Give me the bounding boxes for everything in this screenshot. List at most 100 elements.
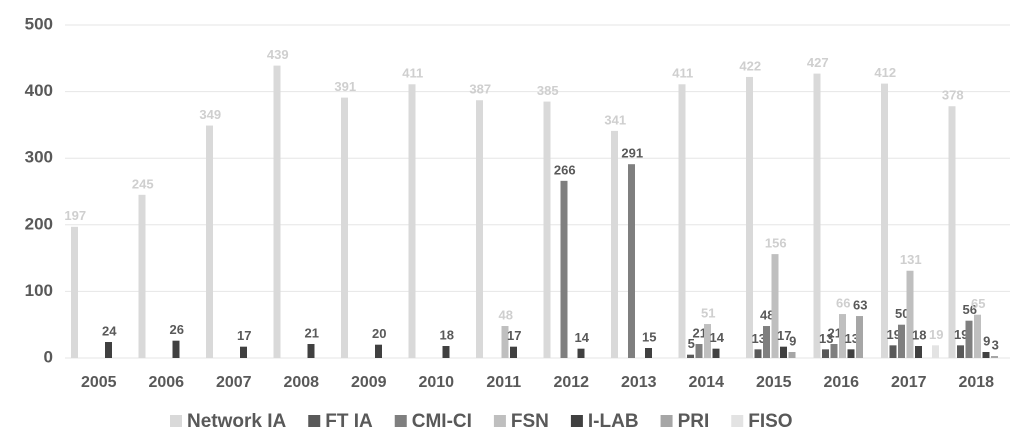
value-label: 21 — [828, 325, 842, 340]
value-label: 9 — [789, 333, 796, 348]
bar — [847, 349, 855, 358]
value-label: 65 — [971, 296, 985, 311]
bar — [307, 344, 315, 358]
bar — [754, 349, 762, 358]
legend-label: FT IA — [325, 411, 373, 432]
bar — [476, 100, 483, 359]
value-label: 48 — [499, 307, 513, 322]
bar — [991, 356, 998, 358]
value-label: 411 — [672, 66, 693, 81]
value-label: 66 — [836, 295, 850, 310]
x-tick-label: 2018 — [958, 374, 994, 391]
bar — [856, 316, 863, 358]
bar — [915, 346, 922, 358]
bar — [628, 164, 635, 358]
bar — [813, 73, 821, 359]
value-label: 18 — [912, 327, 926, 342]
value-label: 427 — [807, 55, 829, 70]
bar — [172, 340, 180, 358]
x-tick-label: 2009 — [351, 374, 387, 391]
y-tick-label: 200 — [25, 214, 53, 233]
value-label: 197 — [64, 208, 86, 223]
value-label: 411 — [402, 66, 423, 81]
value-label: 349 — [199, 107, 221, 122]
value-label: 156 — [765, 236, 787, 251]
value-label: 13 — [845, 331, 859, 346]
value-label: 20 — [372, 326, 386, 341]
bar — [780, 346, 787, 358]
value-label: 19 — [954, 327, 968, 342]
y-tick-label: 500 — [25, 14, 53, 33]
value-label: 19 — [887, 327, 901, 342]
legend-swatch — [308, 415, 321, 427]
value-label: 17 — [777, 328, 791, 343]
value-label: 21 — [305, 325, 319, 340]
value-label: 378 — [942, 88, 964, 103]
value-label: 14 — [710, 330, 725, 345]
value-label: 245 — [132, 176, 154, 191]
value-label: 18 — [440, 327, 454, 342]
bar — [839, 314, 846, 358]
value-label: 50 — [895, 306, 909, 321]
value-label: 51 — [701, 305, 715, 320]
bar — [645, 348, 652, 358]
value-label: 3 — [992, 337, 999, 352]
x-tick-label: 2012 — [553, 374, 589, 391]
bar — [965, 320, 973, 358]
legend-label: FISO — [748, 411, 792, 432]
bar — [442, 346, 450, 358]
bar — [501, 326, 509, 358]
legend-label: PRI — [678, 411, 710, 432]
value-label: 131 — [900, 252, 922, 267]
bar — [273, 65, 281, 358]
value-label: 17 — [507, 328, 521, 343]
x-tick-label: 2005 — [81, 374, 117, 391]
bar — [974, 314, 981, 358]
value-label: 19 — [929, 327, 943, 342]
bar — [771, 254, 779, 358]
value-label: 63 — [853, 297, 867, 312]
bar — [138, 194, 146, 358]
value-label: 9 — [983, 333, 990, 348]
legend-label: Network IA — [187, 411, 287, 432]
bar — [889, 345, 897, 358]
x-tick-label: 2013 — [621, 374, 657, 391]
bar — [105, 342, 112, 358]
bar — [746, 76, 753, 358]
value-label: 439 — [267, 47, 289, 62]
bar — [982, 352, 990, 358]
legend-label: I-LAB — [588, 411, 639, 432]
value-label: 5 — [688, 336, 695, 351]
legend-label: CMI-CI — [412, 411, 472, 432]
bar — [687, 354, 694, 358]
bar — [948, 106, 956, 358]
value-label: 17 — [237, 328, 251, 343]
x-tick-label: 2007 — [216, 374, 252, 391]
bar — [375, 344, 382, 358]
bar — [763, 326, 770, 358]
value-label: 21 — [693, 325, 707, 340]
bar — [695, 344, 703, 358]
bar — [206, 125, 213, 358]
value-label: 291 — [621, 146, 643, 161]
value-label: 26 — [170, 322, 184, 337]
x-tick-label: 2016 — [823, 374, 859, 391]
bar — [906, 270, 914, 358]
value-label: 391 — [334, 79, 356, 94]
value-label: 15 — [642, 329, 656, 344]
value-label: 422 — [739, 58, 761, 73]
bar — [341, 97, 348, 359]
value-label: 385 — [537, 83, 559, 98]
x-tick-label: 2015 — [756, 374, 792, 391]
y-tick-label: 100 — [25, 281, 53, 300]
bar — [957, 345, 964, 358]
bar — [543, 101, 551, 358]
bar — [822, 349, 829, 358]
legend-swatch — [731, 415, 744, 427]
y-tick-label: 300 — [25, 148, 53, 167]
bar — [510, 346, 517, 358]
x-tick-label: 2010 — [418, 374, 454, 391]
y-tick-label: 0 — [44, 347, 53, 366]
bar — [611, 130, 618, 358]
